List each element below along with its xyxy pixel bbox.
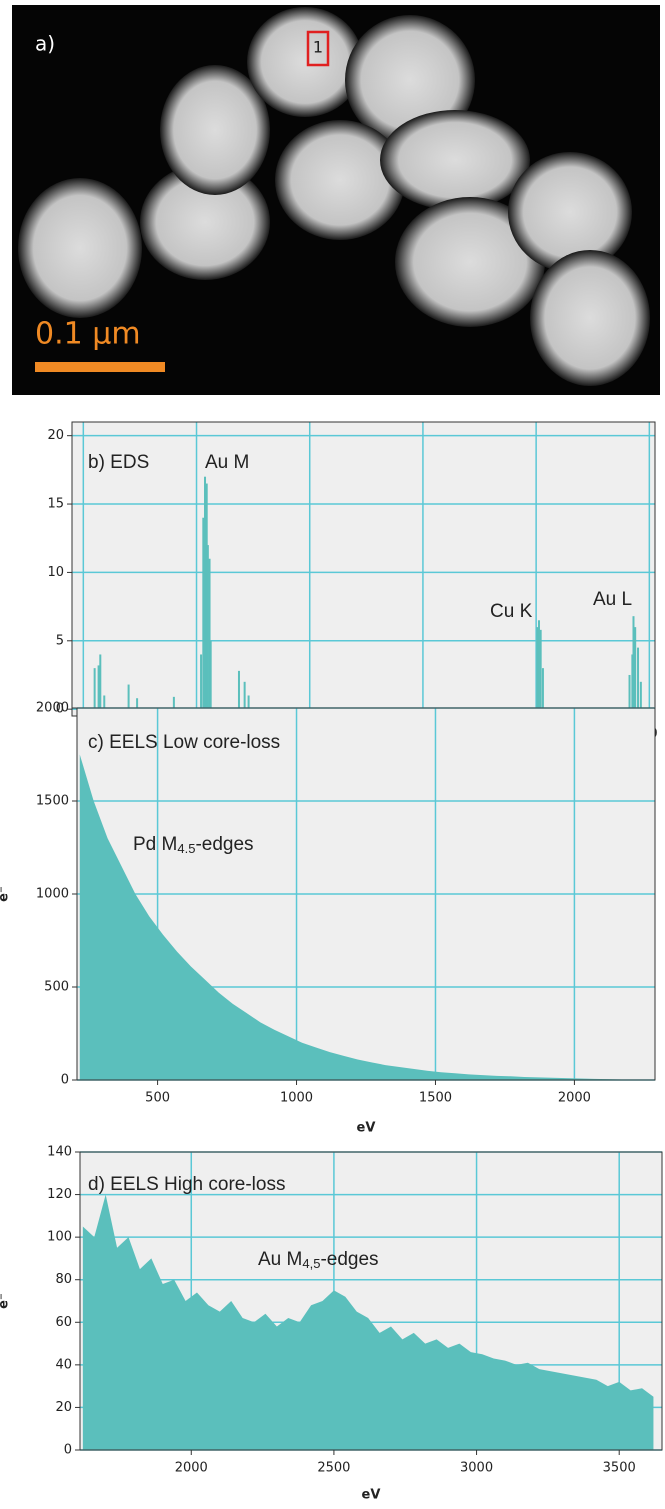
- y-tick-label: 2000: [36, 701, 69, 716]
- spectrum-bar: [99, 654, 102, 710]
- spectrum-bar: [628, 674, 631, 710]
- panel-label: a): [35, 32, 55, 56]
- spectrum-bar: [634, 627, 637, 710]
- annotation-part: -edges: [195, 834, 253, 855]
- spectrum-bar: [208, 558, 211, 710]
- spectrum-bar: [237, 670, 240, 710]
- y-tick-label: 0: [61, 1073, 69, 1088]
- spectrum-bar: [200, 654, 203, 710]
- annotation-part: Pd M: [133, 834, 177, 855]
- spectrum-bar: [172, 696, 175, 710]
- panel-title: d) EELS High core-loss: [88, 1174, 285, 1195]
- spectrum-bar: [206, 545, 209, 710]
- panel-title: b) EDS: [88, 452, 149, 473]
- panel-title: c) EELS Low core-loss: [88, 732, 280, 753]
- annotation-part: -edges: [320, 1249, 378, 1270]
- y-tick-label: 60: [55, 1315, 72, 1330]
- spectrum-bar: [541, 668, 544, 710]
- spectrum-bar: [631, 654, 634, 710]
- annotation-part: Au L: [593, 589, 632, 610]
- annotation-part: 4.5: [177, 841, 195, 856]
- x-tick-label: 2500: [317, 1461, 350, 1476]
- spectrum-bar: [127, 684, 130, 710]
- x-tick-label: 500: [145, 1091, 170, 1106]
- annotation: Cu K: [490, 601, 533, 622]
- y-tick-label: 20: [55, 1400, 72, 1415]
- y-tick-label: 5: [56, 633, 64, 648]
- x-tick-label: 2000: [558, 1091, 591, 1106]
- y-tick-label: 0: [64, 1443, 72, 1458]
- spectrum-bar: [205, 483, 208, 710]
- spectrum-bar: [632, 616, 635, 710]
- spectrum-bar: [136, 698, 139, 710]
- spectrum-bar: [536, 627, 539, 710]
- region-marker: 1: [313, 38, 323, 57]
- spectrum-bar: [537, 620, 540, 710]
- spectrum-bar: [639, 681, 642, 710]
- y-tick-label: 10: [47, 565, 64, 580]
- scale-bar-label: 0.1 µm: [35, 317, 141, 352]
- spectrum-bar: [204, 476, 207, 710]
- y-tick-label: 500: [44, 980, 69, 995]
- spectrum-bar: [209, 640, 212, 710]
- plot-frame: [79, 1151, 663, 1451]
- spectrum-bar: [202, 517, 205, 710]
- annotation: Au M: [205, 452, 249, 473]
- spectrum-area: [79, 754, 636, 1080]
- annotation-part: Au M: [205, 452, 249, 473]
- x-tick-label: 2000: [175, 1461, 208, 1476]
- y-tick-label: 0: [56, 702, 64, 717]
- y-axis-label: e⁻: [0, 886, 12, 902]
- y-tick-label: 120: [47, 1187, 72, 1202]
- annotation-part: 4,5: [302, 1256, 320, 1271]
- annotation: Au L: [593, 589, 632, 610]
- annotation-part: Cu K: [490, 601, 533, 622]
- y-tick-label: 100: [47, 1230, 72, 1245]
- micrograph: 1 a) 0.1 µm: [12, 5, 660, 395]
- spectrum-bar: [103, 695, 106, 710]
- spectrum-area: [82, 1194, 654, 1450]
- x-tick-label: 1000: [280, 1091, 313, 1106]
- plot-area: [72, 422, 655, 716]
- annotation-part: Au M: [258, 1249, 302, 1270]
- spectrum-bar: [93, 668, 96, 710]
- annotation: Pd M4.5-edges: [133, 834, 254, 856]
- y-tick-label: 20: [47, 428, 64, 443]
- y-axis-label: e⁻: [0, 1293, 12, 1309]
- x-tick-label: 3000: [460, 1461, 493, 1476]
- annotation: Au M4,5-edges: [258, 1249, 379, 1271]
- y-tick-label: 1000: [36, 887, 69, 902]
- y-tick-label: 80: [55, 1272, 72, 1287]
- plot-frame: [76, 707, 656, 1081]
- y-tick-label: 15: [47, 497, 64, 512]
- spectrum-bar: [247, 695, 250, 710]
- x-tick-label: 1500: [419, 1091, 452, 1106]
- y-tick-label: 40: [55, 1357, 72, 1372]
- spectrum-bar: [97, 665, 100, 710]
- x-axis-label: eV: [362, 1488, 381, 1503]
- spectrum-bar: [243, 681, 246, 710]
- x-axis-label: eV: [357, 1121, 376, 1136]
- y-tick-label: 1500: [36, 794, 69, 809]
- spectrum-bar: [539, 629, 542, 710]
- y-tick-label: 140: [47, 1145, 72, 1160]
- x-tick-label: 3500: [603, 1461, 636, 1476]
- spectrum-bar: [637, 647, 640, 710]
